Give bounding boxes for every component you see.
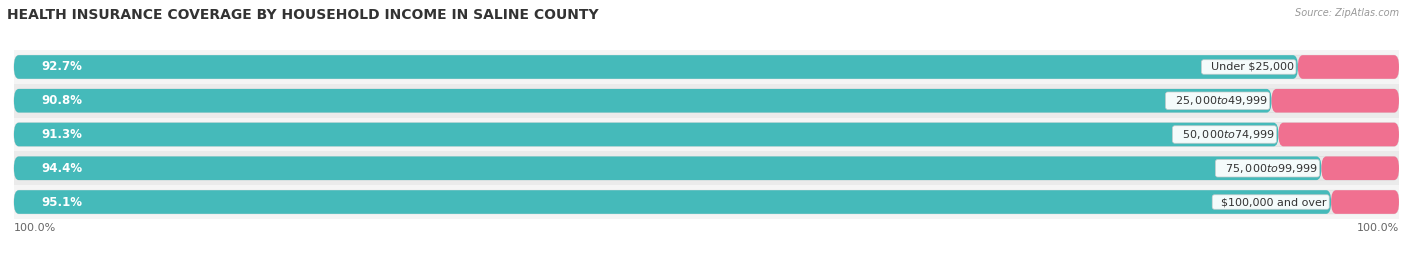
Text: $100,000 and over: $100,000 and over	[1215, 197, 1327, 207]
Text: 90.8%: 90.8%	[42, 94, 83, 107]
Text: 100.0%: 100.0%	[14, 223, 56, 233]
FancyBboxPatch shape	[14, 157, 1322, 180]
Bar	[14, 50, 1399, 84]
Bar	[14, 84, 1399, 118]
FancyBboxPatch shape	[1322, 157, 1399, 180]
Bar	[14, 151, 1399, 185]
Text: $25,000 to $49,999: $25,000 to $49,999	[1168, 94, 1267, 107]
FancyBboxPatch shape	[1271, 89, 1399, 112]
FancyBboxPatch shape	[14, 89, 1399, 112]
FancyBboxPatch shape	[1278, 123, 1399, 146]
FancyBboxPatch shape	[14, 123, 1399, 146]
Bar	[14, 118, 1399, 151]
Text: 92.7%: 92.7%	[42, 61, 83, 73]
Text: 100.0%: 100.0%	[1357, 223, 1399, 233]
Text: $50,000 to $74,999: $50,000 to $74,999	[1175, 128, 1274, 141]
FancyBboxPatch shape	[1298, 55, 1399, 79]
Text: Under $25,000: Under $25,000	[1204, 62, 1294, 72]
Text: 94.4%: 94.4%	[42, 162, 83, 175]
FancyBboxPatch shape	[14, 190, 1399, 214]
FancyBboxPatch shape	[14, 190, 1331, 214]
FancyBboxPatch shape	[1331, 190, 1399, 214]
Text: Source: ZipAtlas.com: Source: ZipAtlas.com	[1295, 8, 1399, 18]
FancyBboxPatch shape	[14, 123, 1278, 146]
Text: HEALTH INSURANCE COVERAGE BY HOUSEHOLD INCOME IN SALINE COUNTY: HEALTH INSURANCE COVERAGE BY HOUSEHOLD I…	[7, 8, 599, 22]
Text: $75,000 to $99,999: $75,000 to $99,999	[1218, 162, 1317, 175]
FancyBboxPatch shape	[14, 157, 1399, 180]
Bar	[14, 185, 1399, 219]
FancyBboxPatch shape	[14, 55, 1399, 79]
Text: 95.1%: 95.1%	[42, 196, 83, 208]
FancyBboxPatch shape	[14, 89, 1271, 112]
Text: 91.3%: 91.3%	[42, 128, 83, 141]
FancyBboxPatch shape	[14, 55, 1298, 79]
